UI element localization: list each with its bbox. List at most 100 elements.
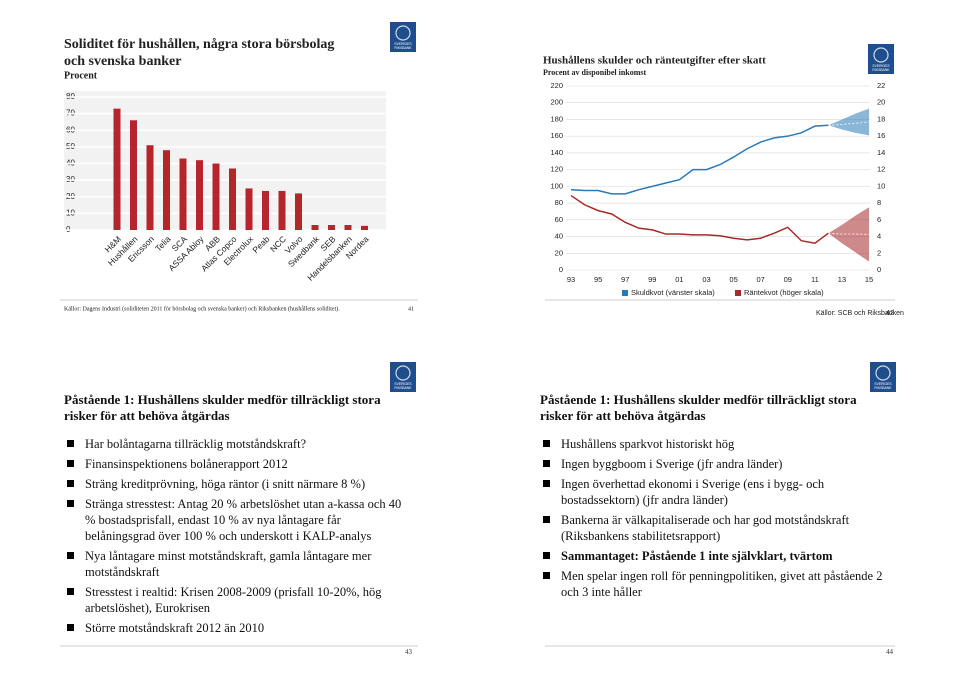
- logo-emblem: [395, 25, 411, 41]
- slide-title: Påstående 1: Hushållens skulder medför t…: [64, 392, 381, 423]
- x-tick-label: 05: [729, 275, 737, 284]
- y-tick-label: 160: [550, 131, 563, 140]
- source: Källor: SCB och Riksbanken: [816, 310, 904, 317]
- page-number: 42: [886, 310, 894, 317]
- bullet: Ingen överhettad ekonomi i Sverige (ens …: [540, 476, 890, 508]
- y2-tick-label: 2: [877, 248, 881, 257]
- forecast-midline: [828, 232, 870, 235]
- y-tick-label: 0: [559, 265, 563, 274]
- bar: [163, 150, 170, 230]
- bullet: Sammantaget: Påstående 1 inte självklart…: [540, 548, 890, 564]
- bar: [328, 225, 335, 230]
- chart-subtitle: Procent av disponibel inkomst: [543, 68, 647, 77]
- bullet: Hushållens sparkvot historiskt hög: [540, 436, 890, 452]
- bar: [262, 190, 269, 230]
- forecast-band: [828, 108, 870, 136]
- legend-swatch: [622, 290, 628, 296]
- y2-tick-label: 18: [877, 114, 885, 123]
- y2-tick-label: 6: [877, 215, 881, 224]
- logo-text: RIKSBANK: [874, 386, 892, 390]
- x-tick-label: 13: [838, 275, 846, 284]
- x-tick-label: 01: [675, 275, 683, 284]
- y2-tick-label: 12: [877, 165, 885, 174]
- bullet: Bankerna är välkapitaliserade och har go…: [540, 512, 890, 544]
- x-tick-label: 15: [865, 275, 873, 284]
- logo-text: SVERIGES: [394, 42, 412, 46]
- x-tick-label: 99: [648, 275, 656, 284]
- bar: [295, 193, 302, 230]
- x-tick-label: 93: [567, 275, 575, 284]
- bar: [196, 160, 203, 230]
- y-tick-label: 180: [550, 114, 563, 123]
- x-tick-label: 11: [811, 275, 819, 284]
- y-tick-label: 40: [555, 232, 563, 241]
- line: [570, 124, 829, 195]
- bullet: Finansinspektionens bolånerapport 2012: [64, 456, 409, 472]
- bullet: Större motståndskraft 2012 än 2010: [64, 620, 409, 636]
- bar: [245, 188, 253, 230]
- logo: [870, 362, 896, 392]
- bar: [130, 120, 137, 230]
- x-tick-label: 97: [621, 275, 629, 284]
- y-tick-label: 80: [555, 198, 563, 207]
- bar: [311, 225, 319, 230]
- source: Källor: Dagens Industri (soliditeten 201…: [64, 305, 340, 312]
- bar: [344, 225, 352, 230]
- x-tick-label: Telia: [153, 234, 173, 254]
- legend-label: Skuldkvot (vänster skala): [631, 288, 715, 297]
- logo-text: RIKSBANK: [394, 386, 412, 390]
- bar: [361, 225, 368, 230]
- y-tick-label: 120: [550, 165, 563, 174]
- logo-emblem: [395, 365, 411, 381]
- y2-tick-label: 14: [877, 148, 885, 157]
- logo-emblem: [873, 47, 889, 63]
- bullet: Stränga stresstest: Antag 20 % arbetslös…: [64, 496, 409, 544]
- legend-swatch: [735, 290, 741, 296]
- page-number: 43: [405, 648, 412, 656]
- bar: [278, 190, 286, 230]
- logo-text: SVERIGES: [874, 382, 892, 386]
- x-tick-label: 07: [757, 275, 765, 284]
- bar: [229, 168, 236, 230]
- y2-tick-label: 22: [877, 81, 885, 90]
- y2-tick-label: 16: [877, 131, 885, 140]
- bullet: Men spelar ingen roll för penningpolitik…: [540, 568, 890, 600]
- bullet-list: Hushållens sparkvot historiskt hög Ingen …: [540, 436, 890, 604]
- logo-text: RIKSBANK: [872, 68, 890, 72]
- y2-tick-label: 10: [877, 181, 885, 190]
- forecast-band: [828, 207, 870, 262]
- bar: [113, 108, 121, 230]
- y-tick-label: 140: [550, 148, 563, 157]
- bullet: Stresstest i realtid: Krisen 2008-2009 (…: [64, 584, 409, 616]
- bullet: Nya låntagare minst motståndskraft, gaml…: [64, 548, 409, 580]
- logo-text: SVERIGES: [394, 382, 412, 386]
- bullet: Ingen byggboom i Sverige (jfr andra länd…: [540, 456, 890, 472]
- x-tick-label: 95: [594, 275, 602, 284]
- y-tick-label: 200: [550, 98, 563, 107]
- y2-tick-label: 0: [877, 265, 881, 274]
- y2-tick-label: 20: [877, 98, 885, 107]
- y2-tick-label: 8: [877, 198, 881, 207]
- forecast-midline: [828, 121, 870, 126]
- bullet-list: Har bolåntagarna tillräcklig motståndskr…: [64, 436, 409, 640]
- y-tick-label: 20: [555, 248, 563, 257]
- logo: [868, 44, 894, 74]
- x-tick-label: 03: [702, 275, 710, 284]
- chart-subtitle: Procent: [64, 70, 98, 81]
- logo-text: SVERIGES: [872, 64, 890, 68]
- logo: [390, 362, 416, 392]
- bullet: Har bolåntagarna tillräcklig motståndskr…: [64, 436, 409, 452]
- logo: [390, 22, 416, 52]
- y-tick-label: 220: [550, 81, 563, 90]
- chart-title: Hushållens skulder och ränteutgifter eft…: [543, 55, 766, 67]
- bar: [146, 145, 154, 230]
- chart-title: Soliditet för hushållen, några stora bör…: [64, 37, 334, 69]
- page-number: 44: [886, 648, 893, 656]
- plot-area: [64, 91, 386, 230]
- bar: [179, 158, 187, 230]
- y-tick-label: 100: [550, 181, 563, 190]
- bar: [212, 163, 220, 230]
- logo-text: RIKSBANK: [394, 46, 412, 50]
- x-tick-label: 09: [784, 275, 792, 284]
